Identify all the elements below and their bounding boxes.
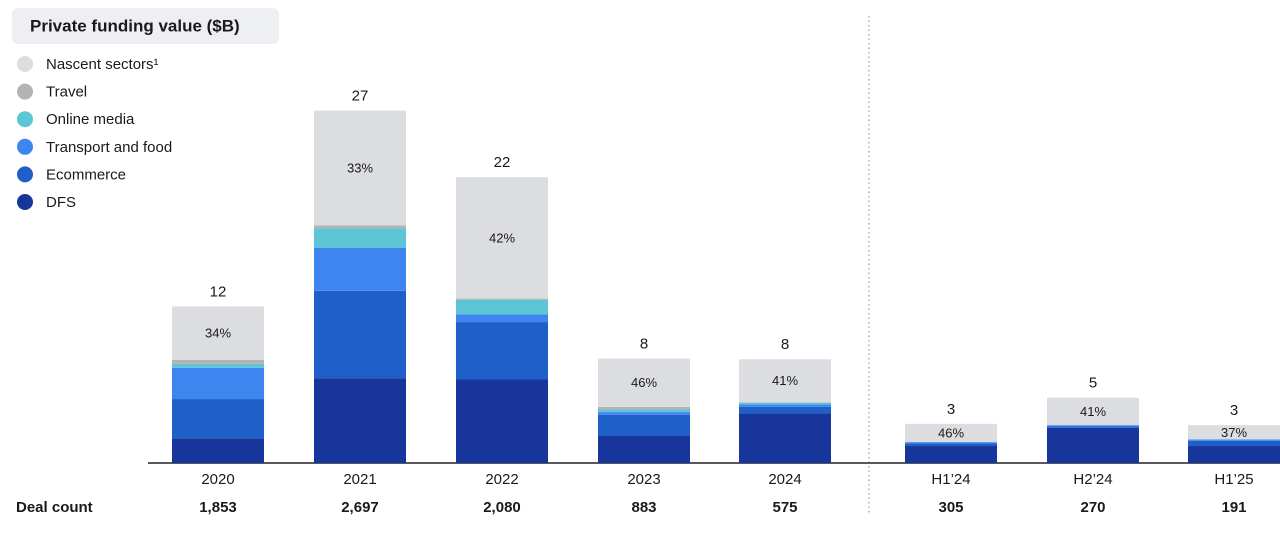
bar-segment: [314, 225, 406, 229]
deal-count: 883: [631, 499, 656, 516]
deal-count: 1,853: [199, 499, 237, 516]
pct-label: 37%: [1221, 425, 1247, 440]
bar-segment: [172, 399, 264, 439]
bar-segment: [172, 367, 264, 400]
total-label: 8: [781, 336, 789, 353]
bar-segment: [739, 359, 831, 403]
x-tick-label: 2020: [201, 471, 234, 488]
bar-segment: [1047, 397, 1139, 426]
legend-label: Nascent sectors¹: [46, 56, 159, 73]
bar-segment: [905, 443, 997, 447]
bar-segment: [905, 423, 997, 443]
bar-segment: [739, 402, 831, 405]
bar-segment: [314, 228, 406, 248]
pct-label: 33%: [347, 161, 373, 176]
total-label: 12: [210, 283, 227, 300]
x-tick-label: H1’24: [931, 471, 970, 488]
bar-segment: [172, 359, 264, 364]
x-tick-label: 2021: [343, 471, 376, 488]
total-label: 3: [1230, 402, 1238, 419]
bar-segment: [456, 322, 548, 380]
pct-label: 34%: [205, 326, 231, 341]
bar-segment: [905, 446, 997, 463]
bar-segment: [905, 442, 997, 444]
bar-segment: [1047, 427, 1139, 463]
legend-swatch: [17, 138, 33, 155]
bar-segment: [314, 290, 406, 379]
bar-segment: [314, 247, 406, 291]
total-label: 22: [494, 154, 511, 171]
bar-segment: [314, 110, 406, 226]
bar-segment: [598, 409, 690, 413]
bar-segment: [1047, 425, 1139, 427]
x-tick-label: H2’24: [1073, 471, 1112, 488]
bar-segment: [172, 363, 264, 368]
bar-segment: [456, 299, 548, 315]
pct-label: 41%: [772, 373, 798, 388]
bar-segment: [739, 413, 831, 463]
bar-segment: [314, 378, 406, 463]
bar-segment: [456, 298, 548, 300]
bar-segment: [1047, 426, 1139, 428]
bar-segment: [1188, 440, 1280, 447]
total-label: 27: [352, 88, 369, 105]
bar-segment: [739, 406, 831, 414]
chart-title: Private funding value ($B): [30, 16, 240, 35]
total-label: 5: [1089, 375, 1097, 392]
total-label: 3: [947, 401, 955, 418]
legend-label: Ecommerce: [46, 166, 126, 183]
bar-segment: [1188, 425, 1280, 440]
bar-segment: [172, 438, 264, 463]
deal-count: 2,697: [341, 499, 379, 516]
legend-title-box: [12, 8, 279, 44]
bar-segment: [598, 414, 690, 436]
deal-count: 270: [1080, 499, 1105, 516]
total-label: 8: [640, 336, 648, 353]
bar-segment: [598, 412, 690, 415]
bar-segment: [456, 314, 548, 323]
pct-label: 46%: [631, 375, 657, 390]
pct-label: 41%: [1080, 404, 1106, 419]
pct-label: 46%: [938, 425, 964, 440]
bar-segment: [172, 306, 264, 360]
deal-count: 305: [938, 499, 963, 516]
x-tick-label: 2022: [485, 471, 518, 488]
bar-segment: [739, 402, 831, 403]
legend-label: DFS: [46, 194, 76, 211]
bar-segment: [598, 406, 690, 410]
legend-swatch: [17, 194, 33, 210]
legend-swatch: [17, 83, 33, 100]
legend-swatch: [17, 111, 33, 128]
bar-segment: [598, 358, 690, 407]
deal-count: 2,080: [483, 499, 521, 516]
deal-count-label: Deal count: [16, 499, 93, 516]
legend-label: Transport and food: [46, 139, 172, 156]
bar-segment: [1188, 439, 1280, 441]
legend-swatch: [17, 56, 33, 72]
pct-label: 42%: [489, 230, 515, 245]
bar-segment: [456, 177, 548, 299]
legend-swatch: [17, 166, 33, 183]
bar-segment: [598, 435, 690, 463]
x-tick-label: H1’25: [1214, 471, 1253, 488]
bar-segment: [1188, 446, 1280, 463]
bar-segment: [739, 404, 831, 407]
legend-label: Online media: [46, 111, 135, 128]
x-tick-label: 2024: [768, 471, 801, 488]
x-tick-label: 2023: [627, 471, 660, 488]
legend-label: Travel: [46, 84, 87, 101]
bar-segment: [456, 379, 548, 463]
deal-count: 575: [772, 499, 797, 516]
deal-count: 191: [1221, 499, 1246, 516]
